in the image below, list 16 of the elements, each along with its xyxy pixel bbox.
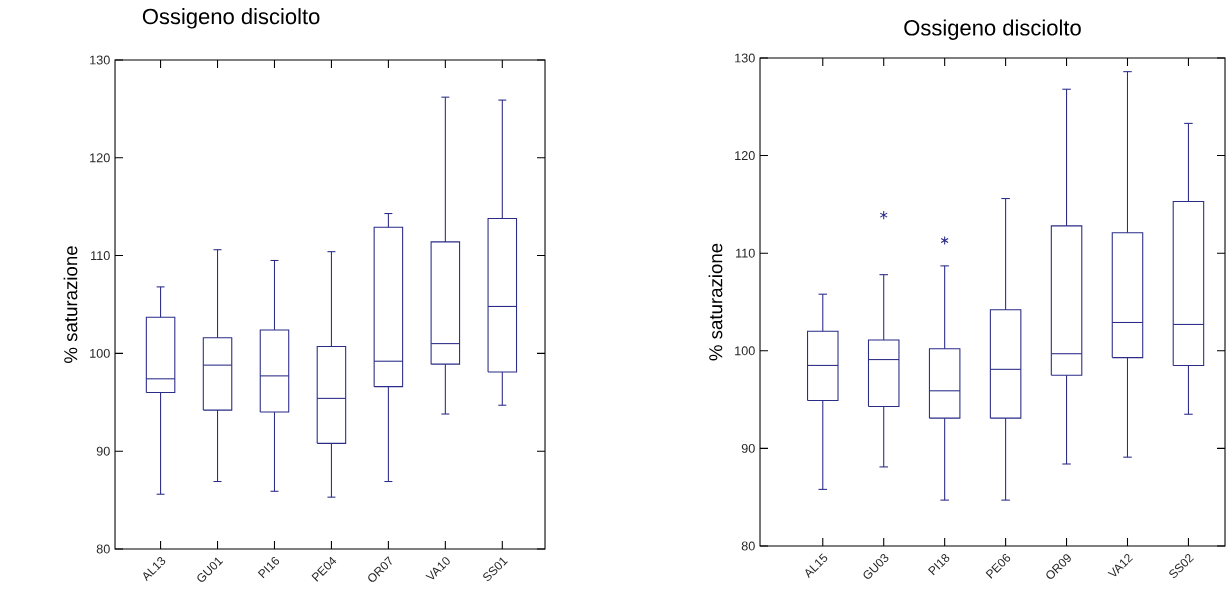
y-axis-title: % saturazione <box>708 243 723 361</box>
y-tick-label: 110 <box>91 251 110 261</box>
y-tick-label: 130 <box>90 55 110 65</box>
y-tick-label: 90 <box>96 446 110 456</box>
y-axis-title: % saturazione <box>63 246 78 363</box>
y-tick-label: 80 <box>96 544 110 554</box>
chart-title: Ossigeno disciolto <box>142 8 320 29</box>
y-tick-label: 130 <box>735 53 755 63</box>
y-tick-label: 110 <box>736 248 755 258</box>
y-tick-label: 120 <box>90 153 110 163</box>
y-tick-label: 80 <box>741 541 755 551</box>
y-tick-label: 100 <box>735 346 755 356</box>
y-tick-label: 90 <box>741 443 755 453</box>
y-tick-label: 100 <box>90 348 110 358</box>
y-tick-label: 120 <box>735 151 755 161</box>
chart-title: Ossigeno disciolto <box>904 19 1081 40</box>
